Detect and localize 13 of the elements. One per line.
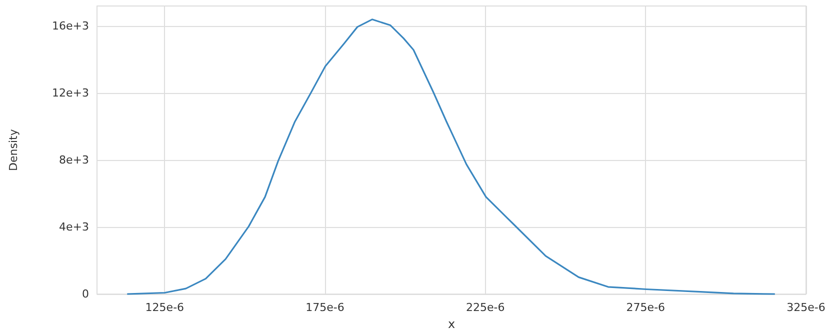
y-tick-label: 0 xyxy=(82,288,89,301)
x-tick-label: 275e-6 xyxy=(626,301,666,314)
x-axis-title: x xyxy=(448,317,456,331)
y-tick-label: 16e+3 xyxy=(52,20,89,33)
y-tick-label: 8e+3 xyxy=(59,154,89,167)
line-series xyxy=(126,18,776,295)
x-tick-label: 325e-6 xyxy=(786,301,826,314)
x-tick-label: 125e-6 xyxy=(145,301,184,314)
y-axis-title: Density xyxy=(7,128,20,171)
y-tick-label: 4e+3 xyxy=(59,220,89,234)
x-tick-label: 225e-6 xyxy=(466,301,505,314)
y-tick-label: 12e+3 xyxy=(52,86,89,100)
x-tick-label: 175e-6 xyxy=(306,301,344,314)
